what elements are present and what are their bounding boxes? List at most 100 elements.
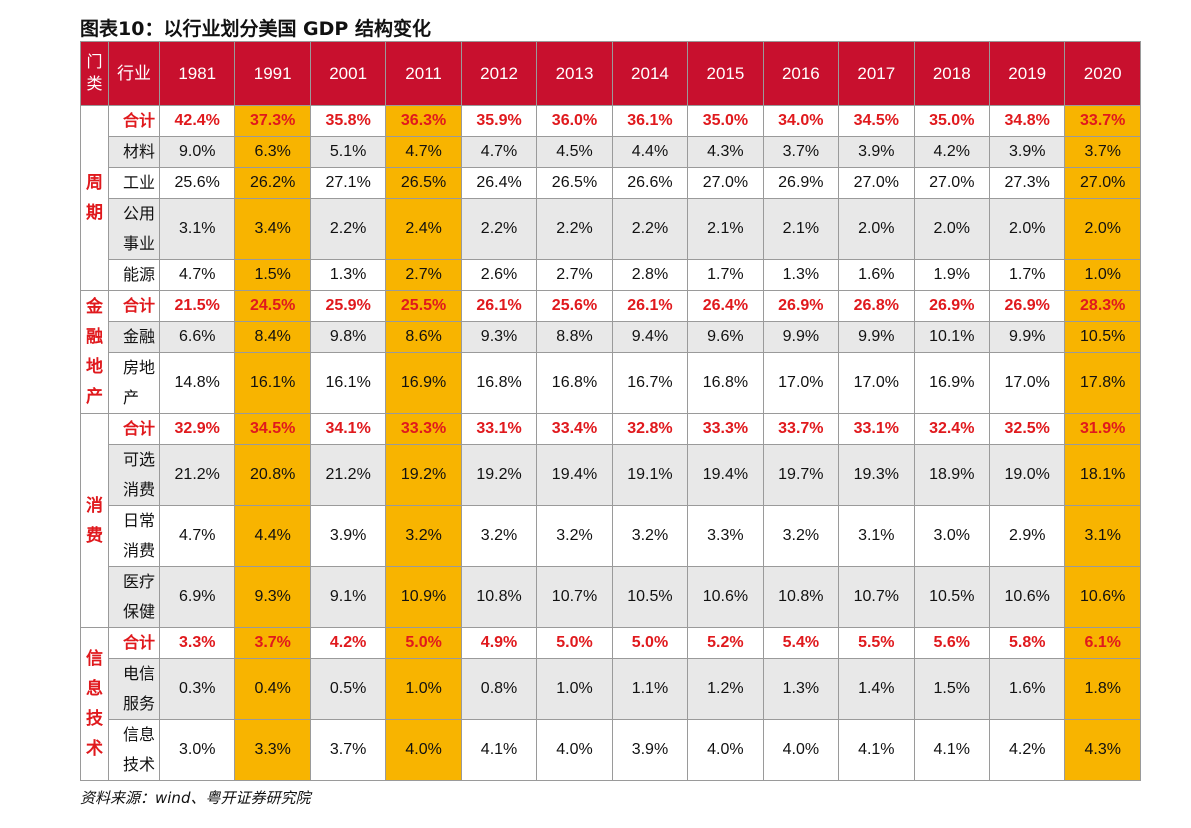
header-year: 2015 — [687, 41, 764, 106]
value-cell: 4.7% — [460, 136, 538, 168]
value-cell: 21.2% — [309, 444, 387, 506]
value-cell: 33.1% — [460, 413, 538, 445]
value-cell: 1.3% — [309, 259, 387, 291]
value-cell: 27.1% — [309, 167, 387, 199]
value-cell: 8.8% — [536, 321, 613, 353]
value-cell: 2.2% — [460, 198, 538, 260]
value-cell: 2.7% — [385, 259, 462, 291]
value-cell: 6.3% — [234, 136, 311, 168]
value-cell: 33.4% — [536, 413, 613, 445]
value-cell: 35.8% — [309, 105, 387, 137]
value-cell: 33.3% — [385, 413, 462, 445]
value-cell: 32.5% — [988, 413, 1066, 445]
value-cell: 10.5% — [611, 566, 689, 628]
gdp-structure-table: 门类 行业 1981 1991 2001 2011 2012 2013 2014 2015 20… — [80, 41, 1141, 781]
value-cell: 25.9% — [309, 290, 387, 322]
value-cell: 18.9% — [913, 444, 990, 506]
value-cell: 4.7% — [158, 259, 236, 291]
value-cell: 2.0% — [838, 198, 915, 260]
value-cell: 1.0% — [1064, 259, 1141, 291]
group-label: 信息技术 — [80, 627, 109, 781]
value-cell: 33.7% — [762, 413, 840, 445]
value-cell: 26.4% — [460, 167, 538, 199]
value-cell: 5.1% — [309, 136, 387, 168]
value-cell: 2.0% — [988, 198, 1066, 260]
value-cell: 21.2% — [158, 444, 236, 506]
value-cell: 2.6% — [460, 259, 538, 291]
value-cell: 4.2% — [913, 136, 990, 168]
industry-label: 合计 — [108, 290, 160, 322]
table-row-total: 消费合计 32.9% 34.5% 34.1% 33.3% 33.1% 33.4% 32.8% 3… — [80, 413, 1141, 628]
value-cell: 34.0% — [762, 105, 840, 137]
value-cell: 19.3% — [838, 444, 915, 506]
value-cell: 19.1% — [611, 444, 689, 506]
value-cell: 4.5% — [536, 136, 613, 168]
value-cell: 3.2% — [536, 505, 613, 567]
industry-label: 公用 事业 — [108, 198, 160, 260]
value-cell: 10.6% — [1064, 566, 1141, 628]
industry-label: 合计 — [108, 627, 160, 659]
value-cell: 16.8% — [460, 352, 538, 414]
value-cell: 27.0% — [687, 167, 764, 199]
value-cell: 1.8% — [1064, 658, 1141, 720]
industry-label: 日常 消费 — [108, 505, 160, 567]
value-cell: 42.4% — [158, 105, 236, 137]
value-cell: 9.9% — [988, 321, 1066, 353]
table-row-total: 周期合计 42.4% 37.3% 35.8% 36.3% 35.9% 36.0% 36.1% 3… — [80, 105, 1141, 291]
industry-label: 工业 — [108, 167, 160, 199]
value-cell: 26.8% — [838, 290, 915, 322]
industry-label: 合计 — [108, 413, 160, 445]
value-cell: 1.1% — [611, 658, 689, 720]
value-cell: 34.8% — [988, 105, 1066, 137]
value-cell: 4.4% — [611, 136, 689, 168]
value-cell: 19.7% — [762, 444, 840, 506]
header-year: 2014 — [611, 41, 689, 106]
value-cell: 4.0% — [536, 719, 613, 781]
value-cell: 10.5% — [913, 566, 990, 628]
value-cell: 3.3% — [687, 505, 764, 567]
value-cell: 36.3% — [385, 105, 462, 137]
value-cell: 3.3% — [234, 719, 311, 781]
value-cell: 2.9% — [988, 505, 1066, 567]
table-row: 公用 事业 3.1% 3.4% 2.2% 2.4% 2.2% 2.2% 2.2% 2.1% 2.1%… — [81, 198, 1141, 260]
value-cell: 4.1% — [838, 719, 915, 781]
value-cell: 32.8% — [611, 413, 689, 445]
value-cell: 9.3% — [234, 566, 311, 628]
value-cell: 4.4% — [234, 505, 311, 567]
value-cell: 3.2% — [385, 505, 462, 567]
value-cell: 16.9% — [913, 352, 990, 414]
header-year: 2001 — [309, 41, 387, 106]
value-cell: 1.0% — [385, 658, 462, 720]
value-cell: 35.0% — [913, 105, 990, 137]
value-cell: 1.5% — [234, 259, 311, 291]
value-cell: 5.0% — [385, 627, 462, 659]
value-cell: 16.1% — [234, 352, 311, 414]
value-cell: 16.1% — [309, 352, 387, 414]
value-cell: 1.7% — [988, 259, 1066, 291]
value-cell: 10.7% — [536, 566, 613, 628]
value-cell: 4.9% — [460, 627, 538, 659]
value-cell: 3.9% — [611, 719, 689, 781]
header-year: 2019 — [988, 41, 1066, 106]
value-cell: 25.6% — [158, 167, 236, 199]
table-row: 医疗 保健 6.9% 9.3% 9.1% 10.9% 10.8% 10.7% 10.5% 10.6… — [81, 566, 1141, 628]
value-cell: 33.7% — [1064, 105, 1141, 137]
table-row: 信息 技术 3.0% 3.3% 3.7% 4.0% 4.1% 4.0% 3.9% 4.0% 4.0%… — [81, 719, 1141, 781]
header-year: 2011 — [385, 41, 462, 106]
value-cell: 17.0% — [762, 352, 840, 414]
value-cell: 17.0% — [838, 352, 915, 414]
value-cell: 19.4% — [536, 444, 613, 506]
value-cell: 31.9% — [1064, 413, 1141, 445]
value-cell: 1.2% — [687, 658, 764, 720]
value-cell: 36.1% — [611, 105, 689, 137]
value-cell: 5.6% — [913, 627, 990, 659]
value-cell: 4.3% — [687, 136, 764, 168]
value-cell: 37.3% — [234, 105, 311, 137]
value-cell: 26.9% — [913, 290, 990, 322]
figure-title: 图表10：以行业划分美国 GDP 结构变化 — [80, 18, 431, 40]
value-cell: 3.0% — [158, 719, 236, 781]
value-cell: 5.8% — [988, 627, 1066, 659]
header-year: 2012 — [460, 41, 538, 106]
value-cell: 2.8% — [611, 259, 689, 291]
value-cell: 3.3% — [158, 627, 236, 659]
